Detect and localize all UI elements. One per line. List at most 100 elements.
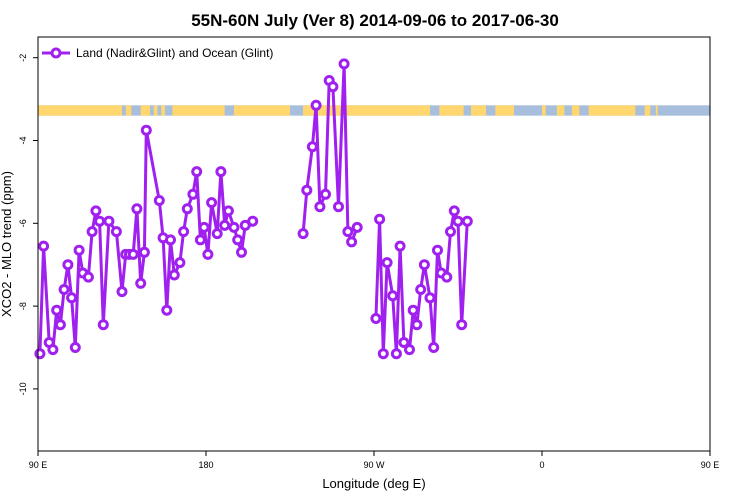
data-point <box>297 228 309 240</box>
data-point <box>394 240 406 252</box>
data-point <box>140 124 152 136</box>
data-point <box>411 319 423 331</box>
data-point <box>222 205 234 217</box>
y-tick-label: -2 <box>18 54 28 62</box>
land-band-segment <box>140 105 150 116</box>
data-point <box>202 248 214 260</box>
x-axis-label: Longitude (deg E) <box>322 476 425 491</box>
land-band-segment <box>303 105 430 116</box>
data-point <box>110 226 122 238</box>
data-point <box>66 292 78 304</box>
data-point <box>69 342 81 353</box>
data-point <box>153 195 165 206</box>
y-tick-label: -8 <box>18 302 28 310</box>
land-band-segment <box>161 105 165 116</box>
legend-label: Land (Nadir&Glint) and Ocean (Glint) <box>76 46 273 60</box>
land-band-segment <box>495 105 514 116</box>
data-point <box>51 304 63 316</box>
data-point <box>82 271 94 283</box>
chart-title: 55N-60N July (Ver 8) 2014-09-06 to 2017-… <box>191 11 559 30</box>
data-point <box>47 344 59 356</box>
legend: Land (Nadir&Glint) and Ocean (Glint) <box>42 46 273 60</box>
data-point <box>54 319 66 331</box>
land-band-segment <box>571 105 580 116</box>
data-point <box>187 188 199 200</box>
data-point <box>428 342 440 353</box>
land-band-segment <box>125 105 132 116</box>
data-point <box>310 99 322 111</box>
x-tick-label: 0 <box>539 460 544 470</box>
data-point <box>327 81 339 93</box>
data-point <box>448 205 460 217</box>
data-point <box>34 348 46 360</box>
data-point <box>90 205 102 217</box>
x-tick-label: 180 <box>198 460 213 470</box>
data-point <box>314 201 326 213</box>
y-tick-label: -4 <box>18 136 28 144</box>
x-tick-label: 90 E <box>701 460 720 470</box>
data-point <box>116 286 128 298</box>
y-tick-label: -10 <box>18 382 28 395</box>
data-point <box>432 244 443 256</box>
data-point <box>135 277 147 289</box>
data-point <box>342 226 354 238</box>
data-point <box>445 226 456 238</box>
data-point <box>407 304 419 316</box>
data-point <box>374 213 386 225</box>
land-band-segment <box>172 105 225 116</box>
data-point <box>58 284 70 295</box>
data-point <box>441 271 453 283</box>
data-point <box>206 197 218 209</box>
data-point <box>161 304 173 316</box>
data-point <box>301 184 313 196</box>
data-point <box>178 226 190 238</box>
x-axis-ticks: 90 E 180 90 W 0 90 E <box>29 451 720 470</box>
data-point <box>219 219 231 231</box>
data-point <box>211 228 223 240</box>
data-point <box>398 337 410 348</box>
data-point <box>351 221 363 233</box>
data-point <box>387 290 399 302</box>
data-point <box>377 348 389 360</box>
data-point <box>127 248 139 260</box>
data-point <box>191 166 203 178</box>
data-point <box>247 215 259 227</box>
data-point <box>181 203 193 215</box>
land-band-segment <box>542 105 546 116</box>
data-point <box>456 319 468 331</box>
land-band-segment <box>588 105 636 116</box>
data-point <box>131 203 143 215</box>
data-point <box>461 215 473 227</box>
data-point <box>415 284 427 295</box>
x-tick-label: 90 W <box>363 460 385 470</box>
data-point <box>168 269 180 281</box>
data-point <box>86 226 98 238</box>
data-point <box>62 259 74 271</box>
data-point <box>418 259 430 271</box>
data-point <box>381 257 393 269</box>
data-point <box>424 292 436 304</box>
data-point <box>215 166 227 178</box>
land-band-segment <box>556 105 565 116</box>
y-tick-label: -6 <box>18 219 28 227</box>
data-point <box>73 244 85 256</box>
land-band-segment <box>471 105 486 116</box>
data-point <box>94 215 106 227</box>
data-point <box>338 58 350 70</box>
land-band-segment <box>234 105 290 116</box>
data-point <box>138 246 150 258</box>
plot-series-layer <box>34 58 473 360</box>
data-point <box>165 234 176 246</box>
data-point <box>194 234 206 246</box>
data-point <box>404 344 415 356</box>
data-point <box>103 215 115 227</box>
data-point <box>228 221 240 233</box>
land-band-segment <box>38 105 122 116</box>
land-ocean-band <box>38 105 710 116</box>
data-point <box>38 240 50 252</box>
data-point <box>320 188 331 200</box>
data-point <box>333 201 344 213</box>
data-point <box>346 236 358 248</box>
land-band-segment <box>644 105 651 116</box>
